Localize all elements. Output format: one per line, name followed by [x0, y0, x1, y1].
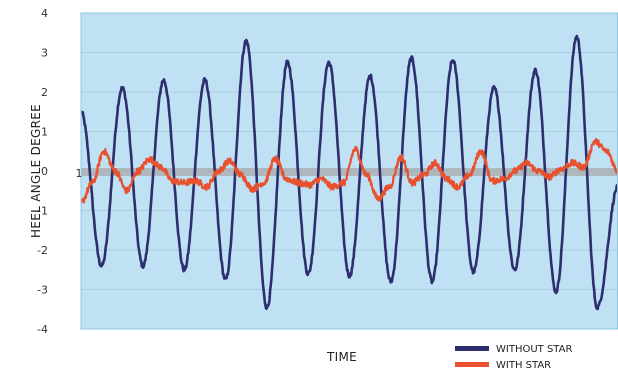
legend-label: WITHOUT STAR — [496, 344, 572, 355]
y-tick-label: -1 — [37, 205, 48, 218]
y-tick-label: 0 — [41, 165, 48, 178]
x-axis-title: TIME — [326, 350, 357, 364]
y-tick-label: -2 — [37, 244, 48, 257]
zero-band — [81, 168, 618, 176]
legend: WITHOUT STAR WITH STAR — [455, 344, 572, 370]
y-axis-title: HEEL ANGLE DEGREE — [29, 104, 43, 238]
y-tick-label: 2 — [41, 86, 48, 99]
y-tick-label: 1 — [41, 126, 48, 139]
y-axis-ticks: 4 3 2 1 0 -1 -2 -3 -4 — [37, 7, 48, 336]
series-line-with-star — [81, 137, 618, 204]
x-axis-marker-label: 1 — [76, 167, 83, 180]
y-tick-label: -3 — [37, 284, 48, 297]
series-layer — [81, 34, 618, 311]
y-tick-label: 4 — [41, 7, 48, 20]
series-line-without-star — [81, 34, 618, 311]
y-tick-label: 3 — [41, 47, 48, 60]
y-tick-label: -4 — [37, 323, 48, 336]
legend-label: WITH STAR — [496, 360, 551, 370]
legend-swatch — [455, 346, 489, 351]
legend-swatch — [455, 362, 489, 367]
